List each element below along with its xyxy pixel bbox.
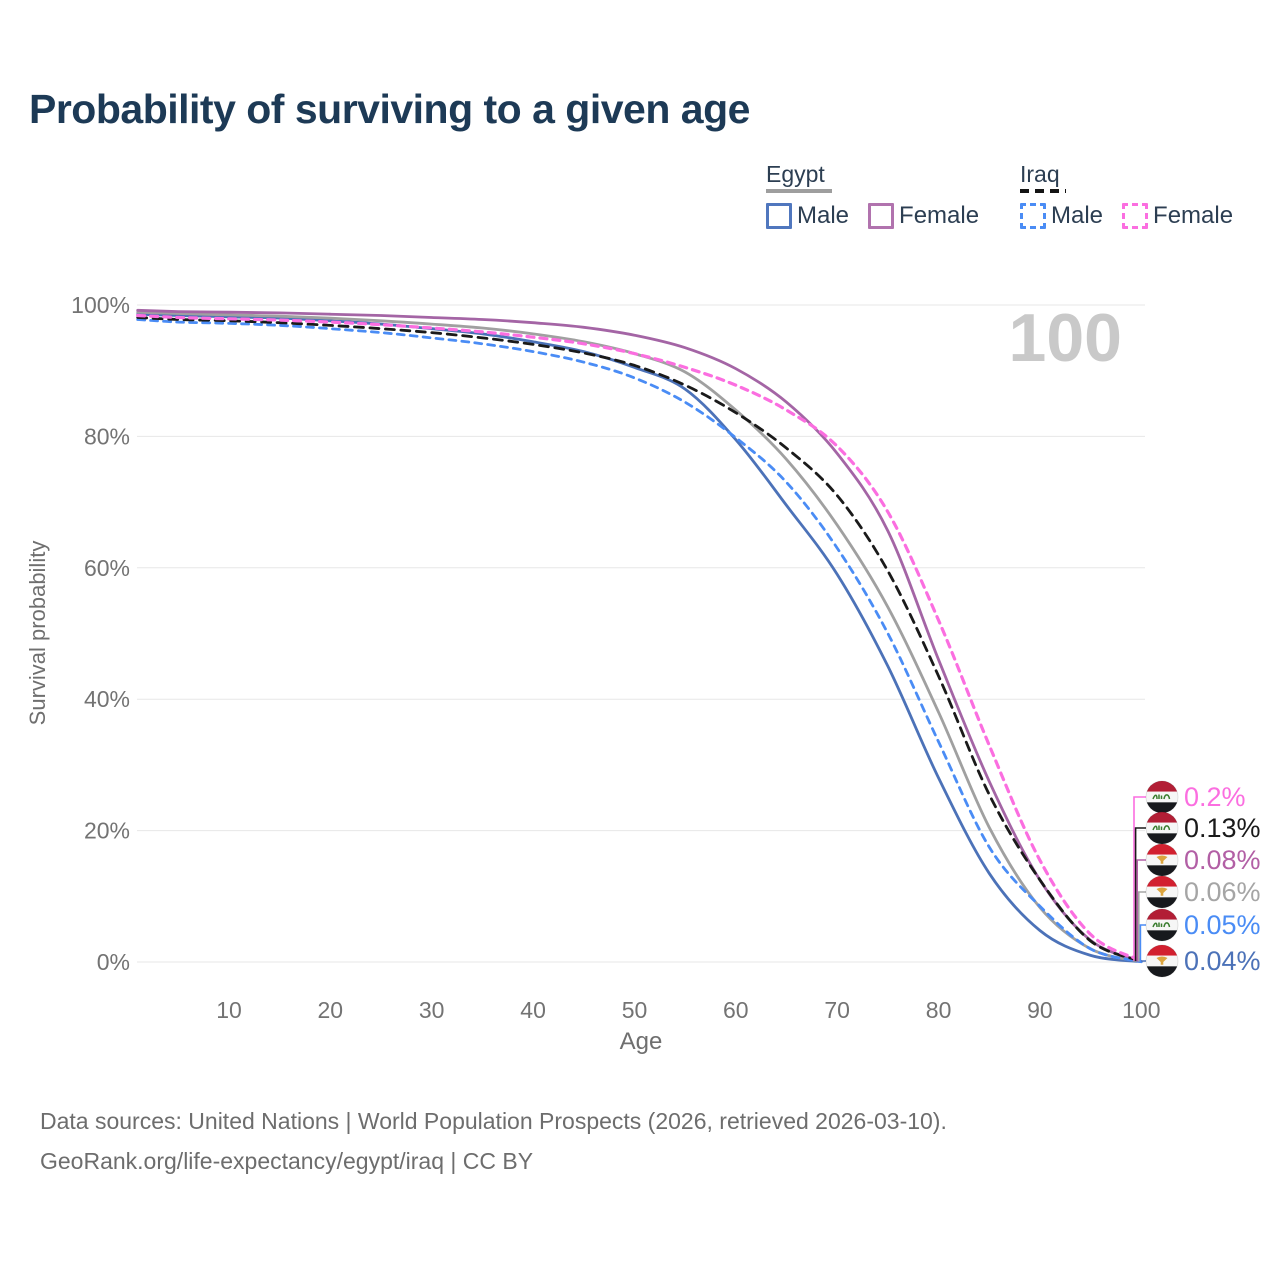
end-value-label-iraq-male: 0.05%	[1184, 910, 1261, 940]
series-line-iraq-male	[136, 318, 1143, 964]
x-tick-label: 90	[1027, 997, 1053, 1023]
x-tick-label: 50	[622, 997, 648, 1023]
series-line-iraq-total	[136, 316, 1143, 963]
x-tick-label: 10	[216, 997, 242, 1023]
leader-line-iraq-male	[1139, 924, 1146, 962]
series-line-iraq-female	[136, 313, 1143, 963]
iraq-female-swatch-icon	[1122, 203, 1149, 229]
legend-label: Female	[899, 202, 980, 229]
egypt-flag-icon	[1146, 876, 1178, 908]
y-tick-label: 80%	[84, 423, 130, 449]
leader-line-iraq-total	[1134, 827, 1146, 962]
legend-item-egypt-male[interactable]: Male	[766, 202, 849, 230]
legend-label: Male	[797, 202, 850, 229]
legend-group-title-egypt: Egypt	[766, 161, 825, 187]
series-line-egypt-male	[136, 312, 1143, 964]
page-title: Probability of surviving to a given age	[29, 86, 750, 132]
flag-outline	[1145, 944, 1179, 978]
y-tick-label: 60%	[84, 555, 130, 581]
leader-line-egypt-total	[1138, 891, 1146, 962]
legend-group-title-iraq: Iraq	[1020, 161, 1060, 187]
end-value-label-egypt-female: 0.08%	[1184, 845, 1261, 875]
x-axis-title: Age	[620, 1028, 663, 1055]
flag-outline	[1145, 908, 1179, 942]
x-tick-label: 30	[419, 997, 445, 1023]
y-axis-title: Survival probability	[25, 541, 50, 726]
legend-label: Male	[1051, 202, 1104, 229]
x-tick-label: 100	[1122, 997, 1160, 1023]
leader-line-iraq-female	[1133, 796, 1146, 961]
y-tick-label: 20%	[84, 818, 130, 844]
footer-attribution: GeoRank.org/life-expectancy/egypt/iraq |…	[40, 1148, 534, 1174]
x-tick-label: 40	[520, 997, 546, 1023]
end-value-label-iraq-total: 0.13%	[1184, 813, 1261, 843]
footer-data-sources: Data sources: United Nations | World Pop…	[40, 1108, 947, 1134]
age-counter-watermark: 100	[1009, 300, 1122, 376]
series-line-egypt-female	[136, 308, 1143, 963]
legend-group-egypt: Egypt Male Female	[766, 162, 979, 230]
leader-line-egypt-female	[1136, 859, 1146, 962]
iraq-flag-icon	[1146, 909, 1178, 941]
x-tick-label: 20	[318, 997, 344, 1023]
y-tick-label: 0%	[97, 949, 130, 975]
legend-item-iraq-male[interactable]: Male	[1020, 202, 1103, 230]
footer: Data sources: United Nations | World Pop…	[40, 1101, 947, 1181]
leader-line-egypt-male	[1141, 960, 1146, 962]
iraq-male-swatch-icon	[1020, 203, 1046, 229]
end-value-label-egypt-male: 0.04%	[1184, 946, 1261, 976]
series-line-egypt-total	[136, 310, 1143, 963]
egypt-male-swatch-icon	[766, 203, 792, 229]
legend-item-iraq-female[interactable]: Female	[1122, 202, 1233, 230]
legend-solid-line-style-indicator	[766, 189, 832, 193]
survival-probability-chart: 0% 20% 40% 60% 80% 100% 10 20 30 40 50 60 70 80 90 100 A…	[25, 292, 1261, 1055]
end-value-label-egypt-total: 0.06%	[1184, 877, 1261, 907]
legend-item-egypt-female[interactable]: Female	[868, 202, 979, 230]
iraq-flag-icon	[1146, 812, 1178, 844]
legend-label: Female	[1153, 202, 1234, 229]
egypt-flag-icon	[1146, 945, 1178, 977]
y-tick-label: 100%	[71, 292, 130, 318]
end-value-label-iraq-female: 0.2%	[1184, 782, 1246, 812]
x-tick-label: 60	[723, 997, 749, 1023]
x-tick-label: 70	[824, 997, 850, 1023]
egypt-female-swatch-icon	[868, 203, 895, 229]
legend-group-iraq: Iraq Male Female	[1020, 162, 1233, 230]
legend-dashed-line-style-indicator	[1020, 189, 1066, 193]
iraq-flag-icon	[1146, 781, 1178, 813]
egypt-flag-icon	[1146, 844, 1178, 876]
x-tick-label: 80	[926, 997, 952, 1023]
y-tick-label: 40%	[84, 686, 130, 712]
flag-outline	[1145, 875, 1179, 909]
